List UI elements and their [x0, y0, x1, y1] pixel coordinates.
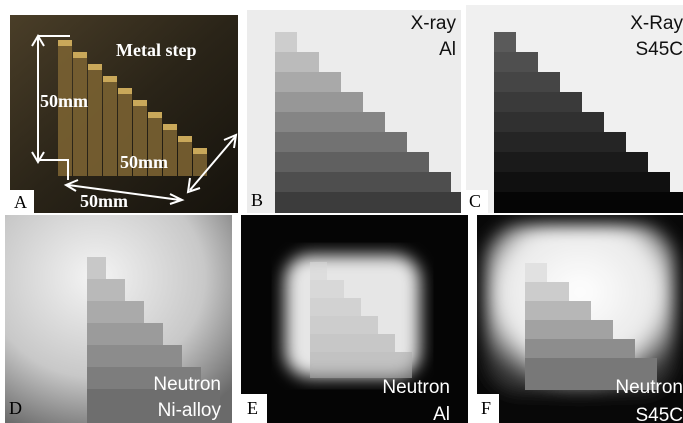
step — [88, 70, 102, 176]
step — [494, 152, 648, 172]
step — [310, 262, 327, 280]
step — [73, 58, 87, 176]
caption: Neutron — [615, 377, 683, 398]
step — [494, 32, 516, 52]
step — [193, 148, 207, 154]
step — [133, 100, 147, 106]
step — [58, 46, 72, 176]
step — [494, 72, 560, 92]
step — [525, 282, 569, 301]
step — [87, 345, 182, 367]
step — [118, 88, 132, 94]
step — [494, 192, 683, 213]
step — [275, 112, 385, 132]
step — [275, 52, 319, 72]
caption: Ni-alloy — [158, 400, 222, 421]
step — [310, 298, 361, 316]
step — [103, 82, 117, 176]
annotation: 50mm — [80, 191, 128, 211]
caption: X-Ray — [630, 13, 683, 34]
panel-label: B — [251, 190, 263, 210]
panel-label: A — [14, 192, 27, 212]
panel-label: C — [469, 191, 481, 211]
panel-label: E — [247, 398, 258, 418]
annotation: 50mm — [120, 152, 168, 172]
step — [494, 92, 582, 112]
step — [525, 263, 547, 282]
step — [148, 112, 162, 118]
step — [275, 32, 297, 52]
step — [525, 320, 613, 339]
step — [275, 192, 461, 213]
step — [178, 142, 192, 176]
caption: Al — [439, 39, 456, 60]
caption: Al — [433, 404, 450, 423]
step — [87, 257, 106, 279]
caption: S45C — [635, 39, 683, 60]
caption: Neutron — [153, 374, 221, 395]
step — [275, 172, 451, 192]
annotation: 50mm — [40, 91, 88, 111]
step — [87, 279, 125, 301]
step — [163, 124, 177, 130]
step — [275, 72, 341, 92]
step — [494, 112, 604, 132]
caption: X-ray — [411, 13, 457, 34]
step — [275, 92, 363, 112]
step — [310, 280, 344, 298]
step — [73, 52, 87, 58]
step — [494, 172, 670, 192]
annotation: Metal step — [116, 40, 196, 60]
caption: S45C — [635, 405, 683, 423]
step — [58, 40, 72, 46]
step — [494, 52, 538, 72]
step — [525, 301, 591, 320]
step — [494, 132, 626, 152]
step — [310, 352, 412, 378]
step — [275, 152, 429, 172]
caption: Neutron — [382, 377, 450, 398]
step — [310, 316, 378, 334]
step — [178, 136, 192, 142]
figure: Metal step 50mm 50mm 50mm A X-ray Al B X… — [0, 0, 683, 423]
step — [310, 334, 395, 352]
step — [275, 132, 407, 152]
step — [525, 339, 635, 358]
step — [87, 323, 163, 345]
step — [88, 64, 102, 70]
step — [87, 301, 144, 323]
panel-label: F — [481, 398, 491, 418]
panel-label: D — [9, 398, 22, 418]
step — [103, 76, 117, 82]
